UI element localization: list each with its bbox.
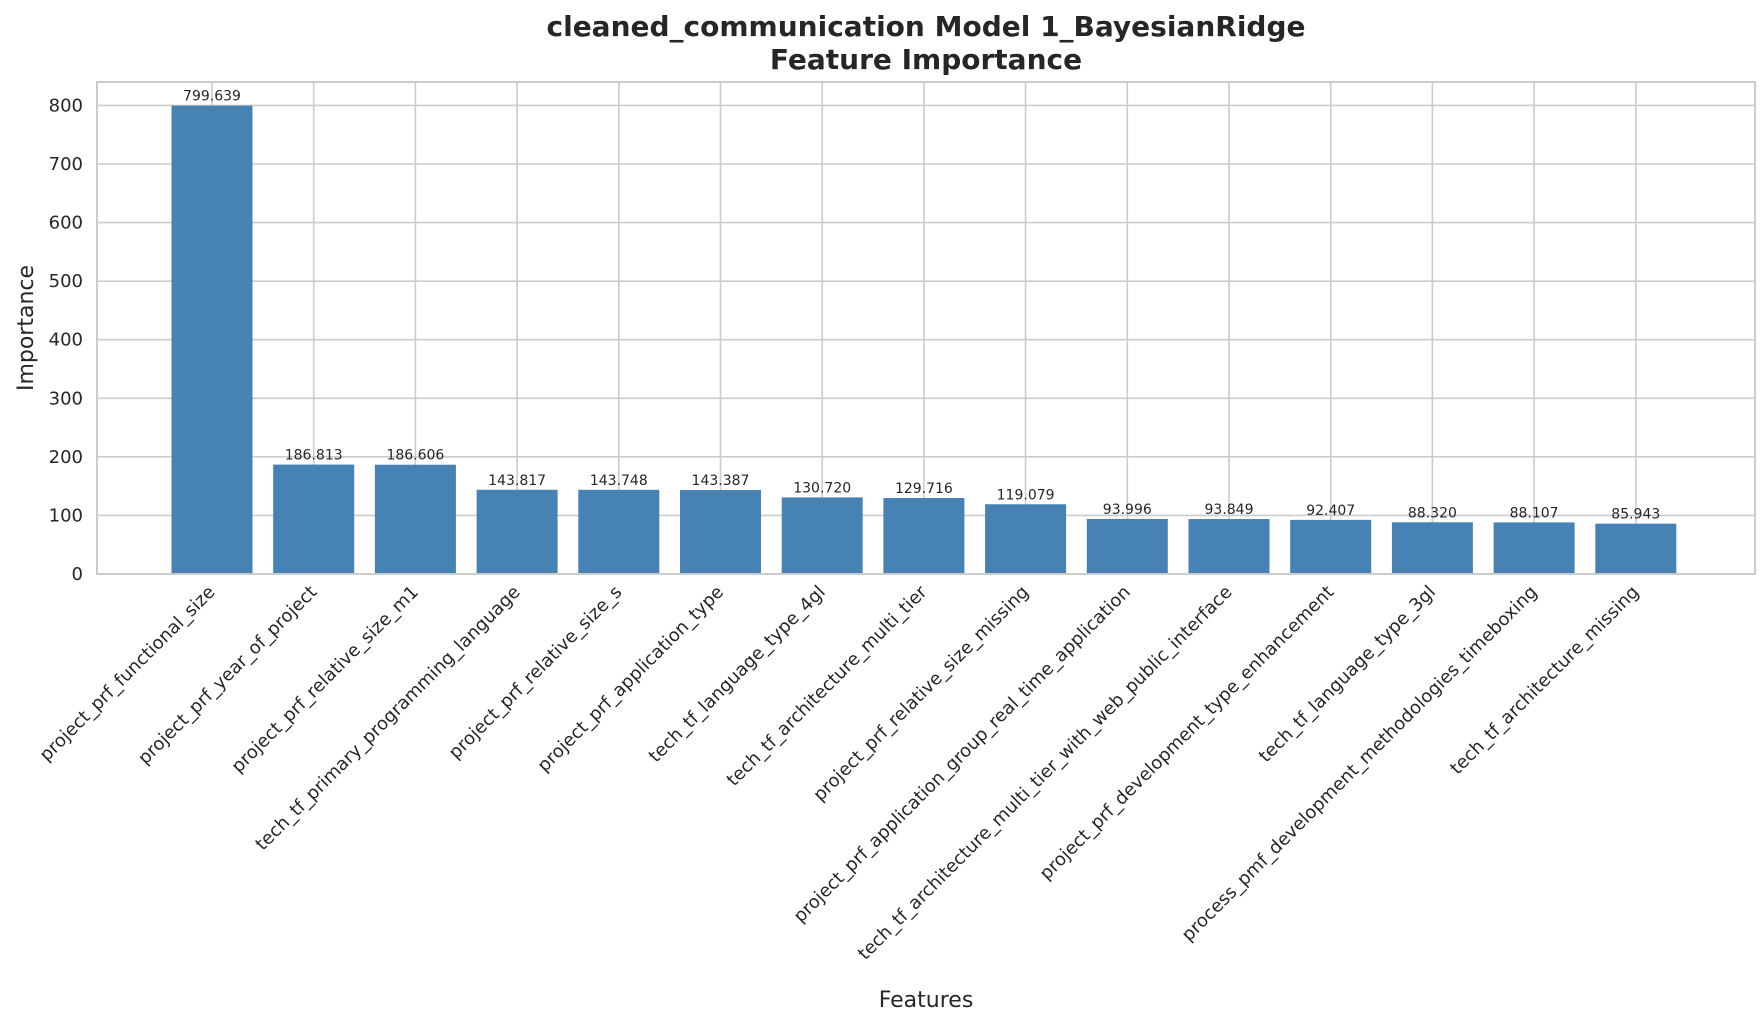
bar (781, 497, 863, 574)
x-tick-label: project_prf_year_of_project (134, 582, 321, 769)
bar (680, 490, 761, 574)
x-tick-label: tech_tf_architecture_multi_tier (723, 581, 932, 790)
bar-value-label: 92.407 (1306, 503, 1355, 519)
bar (1290, 519, 1372, 574)
bars-layer (171, 105, 1677, 574)
bar-value-label: 93.849 (1205, 502, 1254, 518)
bar-value-label: 129.716 (895, 481, 953, 497)
bar (883, 498, 965, 574)
y-tick-label: 400 (49, 330, 83, 351)
y-tick-label: 800 (49, 95, 83, 116)
x-tick-label: tech_tf_language_type_4gl (645, 582, 830, 767)
y-tick-label: 500 (49, 271, 83, 292)
y-tick-label: 0 (72, 564, 83, 585)
bar-value-label: 119.079 (997, 487, 1055, 503)
plot-frame (96, 81, 1756, 575)
y-tick-label: 200 (49, 447, 83, 468)
y-ticks: 0 100 200 300 400 500 600 700 800 (49, 95, 83, 585)
x-tick-label: project_prf_relative_size_s (445, 582, 627, 764)
x-tick-label: tech_tf_architecture_missing (1446, 582, 1643, 779)
x-axis-label: Features (879, 988, 974, 1013)
x-tick-label: process_pmf_development_methodologies_ti… (1178, 582, 1542, 946)
bar-value-label: 85.943 (1611, 507, 1660, 523)
x-tick-label: tech_tf_language_type_3gl (1255, 582, 1440, 767)
y-tick-label: 100 (49, 505, 83, 526)
x-tick-label: project_prf_functional_size (36, 582, 220, 766)
y-tick-label: 300 (49, 388, 83, 409)
bar (1493, 522, 1575, 574)
chart-title: cleaned_communication Model 1_BayesianRi… (547, 10, 1306, 43)
labels-layer: 799.639 186.813 186.606 143.817 143.748 143.3… (183, 89, 1660, 523)
bar-value-label: 88.320 (1408, 505, 1457, 521)
x-tick-label: tech_tf_architecture_multi_tier_with_web… (854, 582, 1237, 965)
y-axis-label: Importance (14, 265, 39, 391)
bar-value-label: 186.813 (285, 448, 343, 464)
bar (273, 464, 355, 574)
y-tick-label: 700 (49, 154, 83, 175)
x-tick-label: project_prf_application_group_real_time_… (790, 582, 1135, 927)
bar (1391, 522, 1473, 574)
x-tick-label: project_prf_relative_size_m1 (227, 582, 422, 777)
bar-value-label: 130.720 (793, 480, 851, 496)
x-tick-label: project_prf_relative_size_missing (809, 582, 1033, 806)
y-tick-label: 600 (49, 213, 83, 234)
bar (374, 464, 456, 574)
bar-value-label: 93.996 (1103, 502, 1152, 518)
bar (476, 489, 558, 574)
bar-value-label: 143.748 (590, 473, 648, 489)
chart-subtitle: Feature Importance (770, 43, 1082, 76)
x-tick-label: project_prf_application_type (533, 582, 728, 777)
bar-value-label: 88.107 (1510, 505, 1559, 521)
bar (985, 504, 1067, 574)
bar (1595, 523, 1677, 574)
bar-value-label: 143.387 (692, 473, 750, 489)
bar (1086, 518, 1168, 574)
bar-value-label: 799.639 (183, 89, 241, 105)
bar (578, 489, 660, 574)
bar-value-label: 143.817 (488, 473, 546, 489)
bar-value-label: 186.606 (386, 448, 444, 464)
bar (171, 105, 253, 574)
x-ticks: project_prf_functional_sizeproject_prf_y… (36, 581, 1644, 964)
bar (1188, 519, 1270, 574)
